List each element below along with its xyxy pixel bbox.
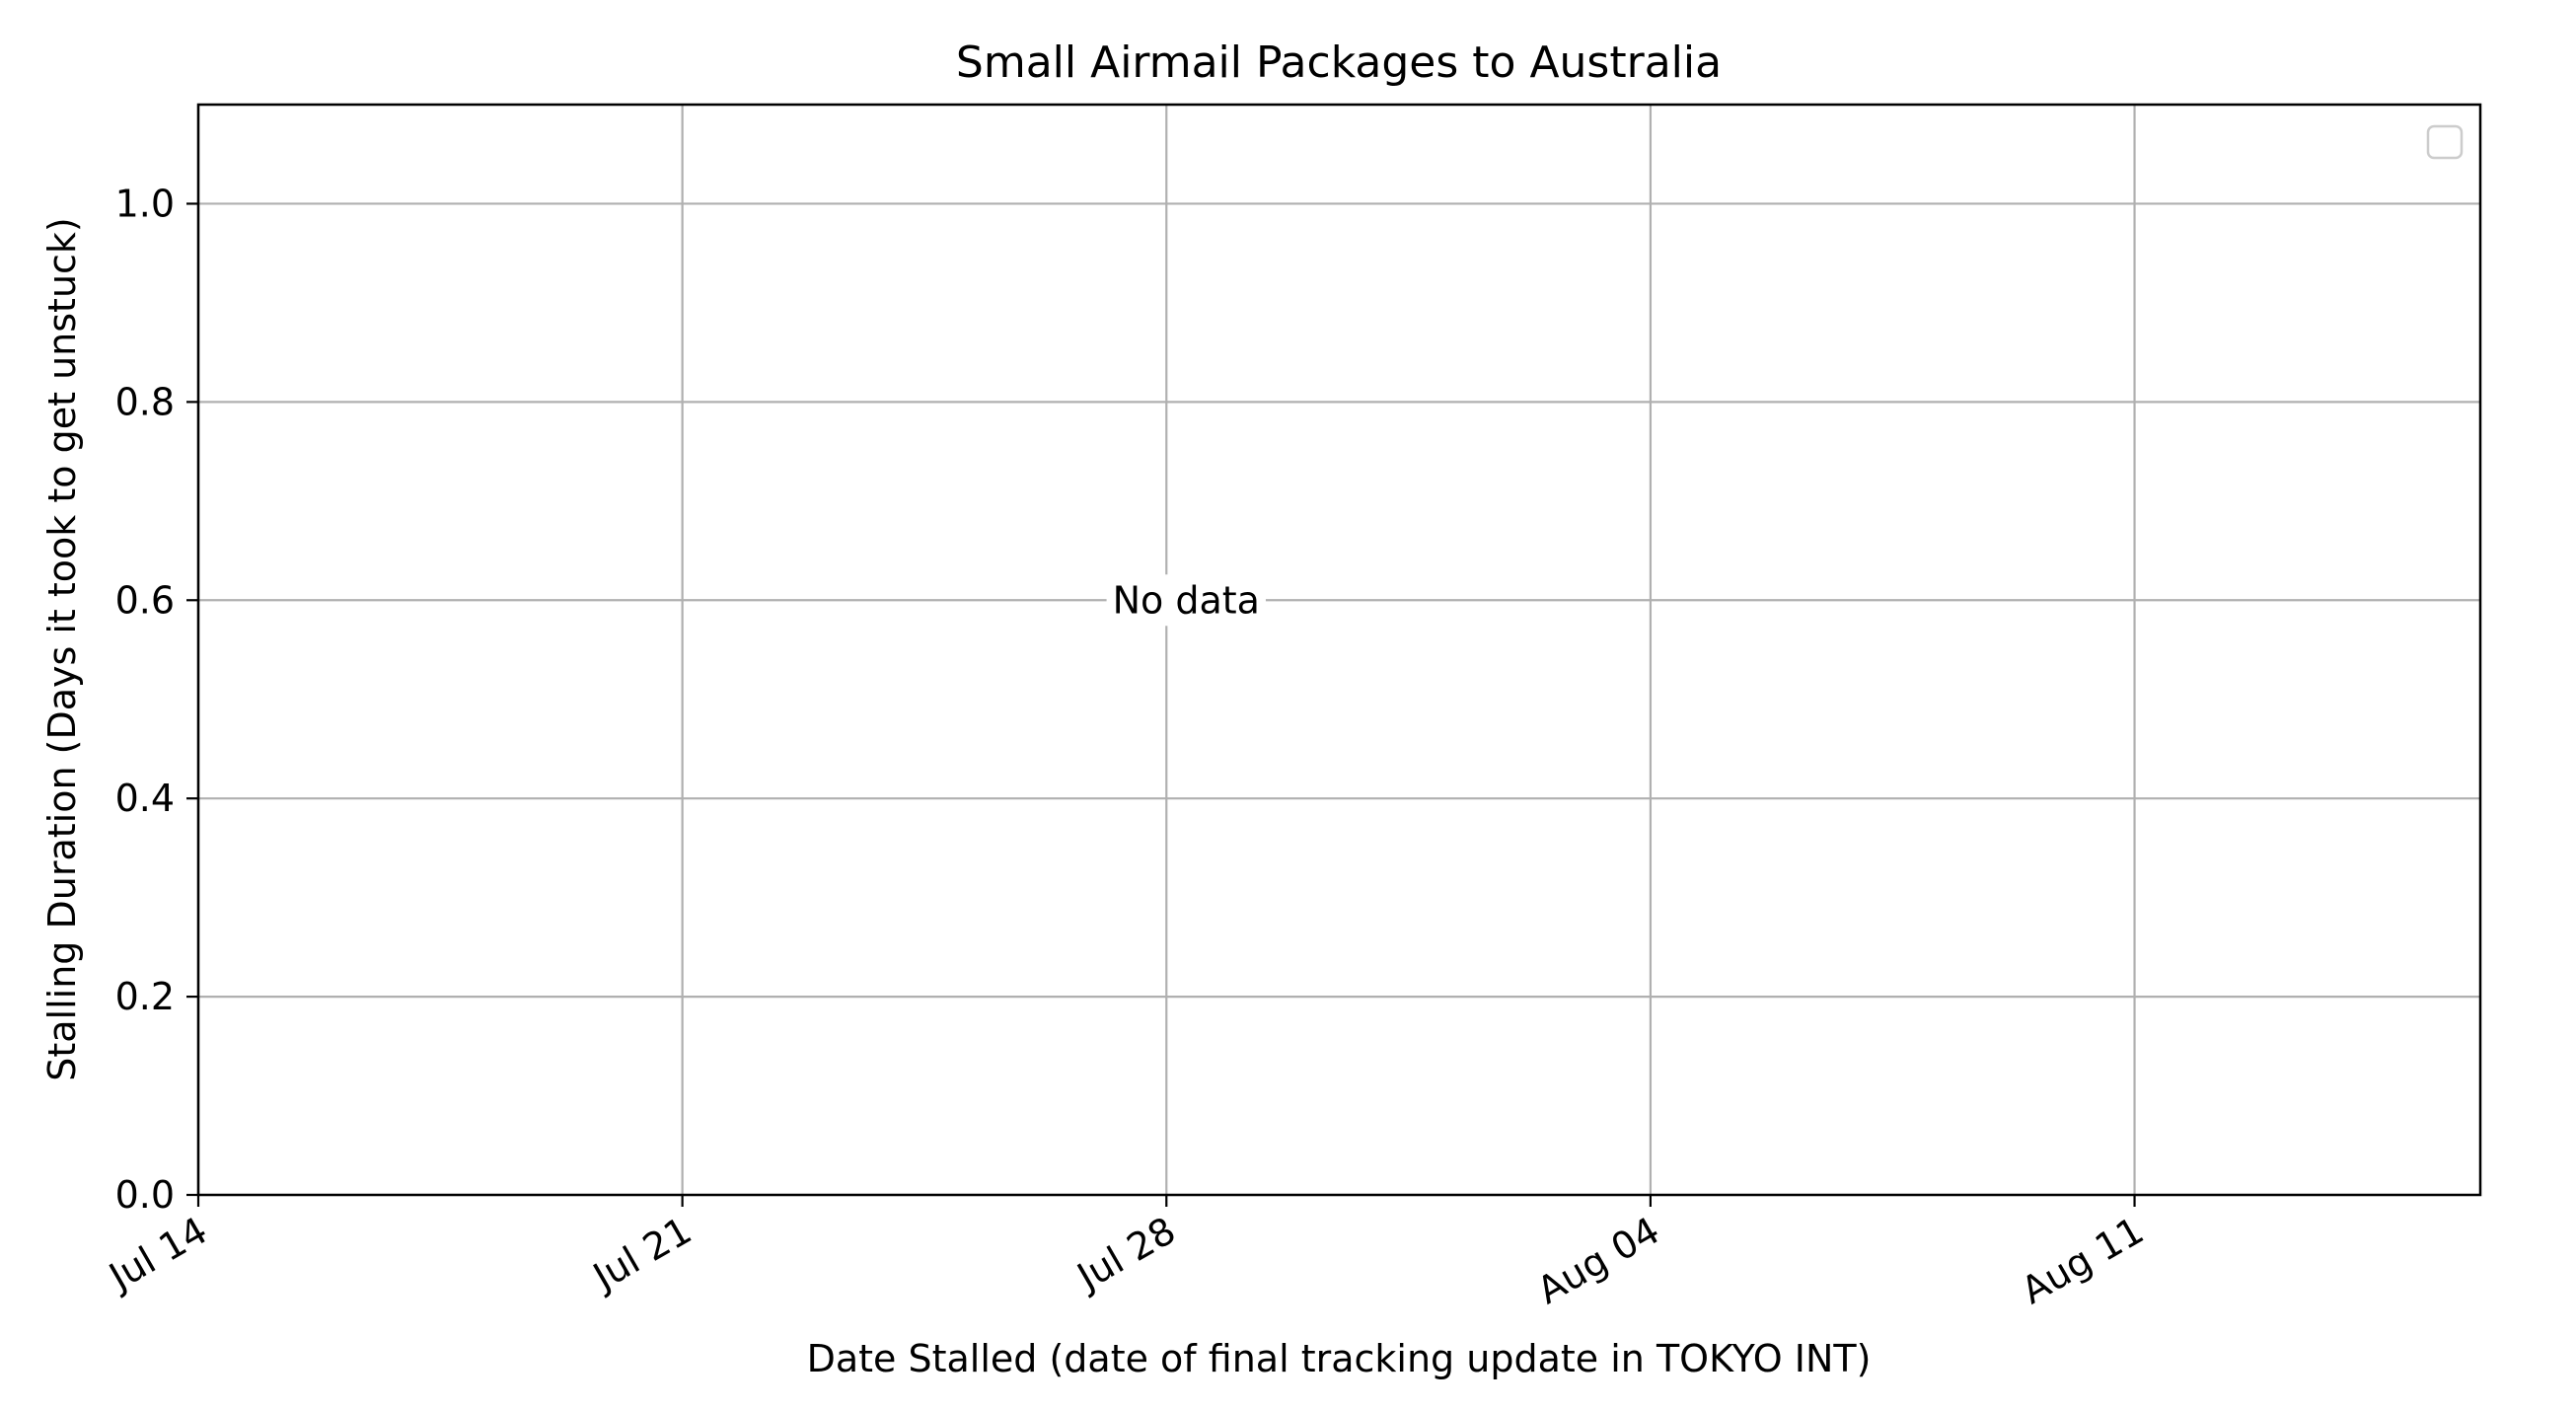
legend-box [2426,124,2464,160]
chart-title: Small Airmail Packages to Australia [956,37,1722,88]
y-tick-label: 0.0 [115,1173,175,1217]
annotation: No data [1106,574,1266,627]
plot-area-frame [196,103,2482,1197]
y-tick-label: 1.0 [115,182,175,225]
annotation-no-data: No data [1113,578,1260,622]
grid-lines [196,105,2480,1195]
y-tick-label: 0.4 [115,777,175,820]
x-axis-label: Date Stalled (date of final tracking upd… [807,1337,1872,1380]
y-axis-label: Stalling Duration (Days it took to get u… [40,217,84,1081]
y-tick-label: 0.2 [115,975,175,1018]
annotations: No data [1106,574,1266,627]
y-tick-label: 0.6 [115,578,175,622]
annotation-background [1106,574,1266,627]
y-tick-label: 0.8 [115,380,175,423]
y-axis-ticks: 0.0 0.2 0.4 0.6 0.8 1.0 [115,182,198,1217]
